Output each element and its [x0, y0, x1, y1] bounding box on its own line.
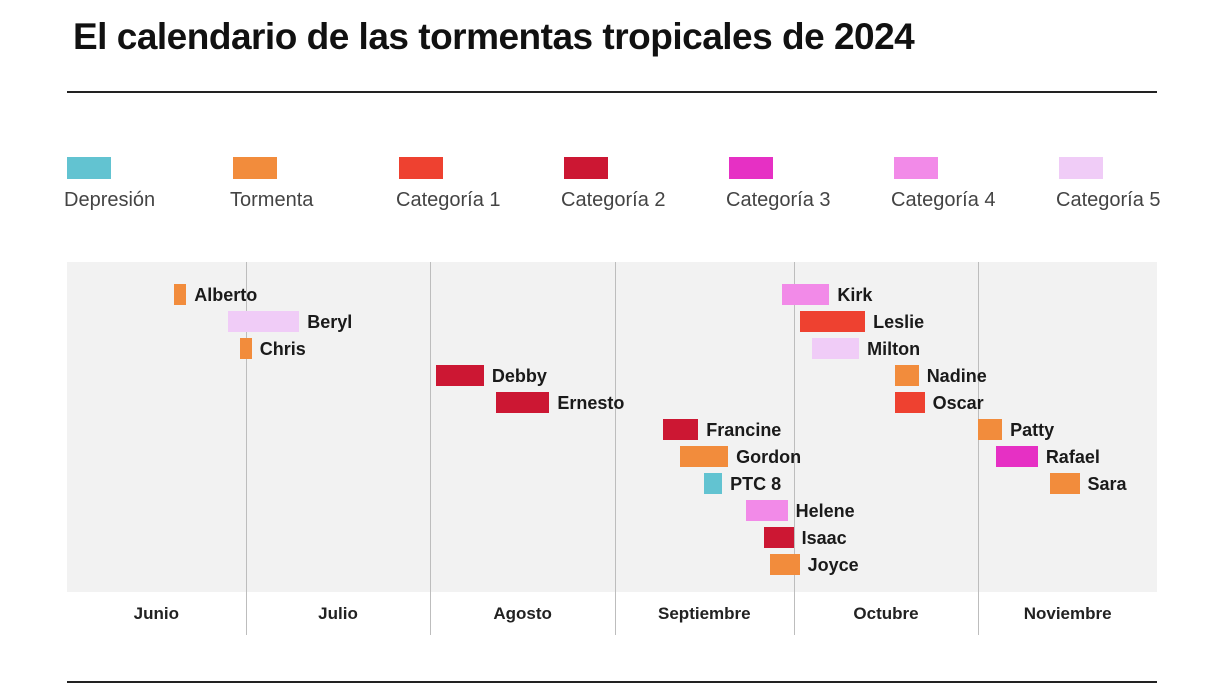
top-rule — [67, 91, 1157, 93]
storm-bar — [811, 338, 860, 359]
storm-label: Joyce — [807, 555, 859, 575]
storm-label: Kirk — [837, 285, 873, 305]
storm-bar — [239, 338, 252, 359]
month-gridline — [246, 262, 247, 635]
legend-swatch — [67, 157, 111, 179]
storm-label: Chris — [259, 339, 306, 359]
legend-swatch — [729, 157, 773, 179]
storm-label: Gordon — [736, 447, 802, 467]
legend-label: Categoría 4 — [891, 189, 996, 211]
storm-label: Oscar — [932, 393, 984, 413]
storm-label: Patty — [1010, 420, 1055, 440]
legend-label: Depresión — [64, 189, 156, 211]
storm-bar — [436, 365, 484, 386]
storm-bar — [704, 473, 723, 494]
storm-bar — [662, 419, 699, 440]
legend-item-c1: Categoría 1 — [396, 157, 501, 211]
month-label: Agosto — [493, 604, 552, 623]
month-label: Octubre — [853, 604, 919, 623]
legend-item-c4: Categoría 4 — [891, 157, 996, 211]
storm-label: Alberto — [194, 285, 258, 305]
storm-label: Helene — [795, 501, 855, 521]
legend-label: Categoría 2 — [561, 189, 666, 211]
storm-bar — [174, 284, 187, 305]
legend-item-tor: Tormenta — [230, 157, 313, 211]
storm-label: Rafael — [1045, 447, 1100, 467]
storm-bar — [799, 311, 866, 332]
storm-bar — [769, 554, 800, 575]
legend-label: Categoría 3 — [726, 189, 831, 211]
storm-bar — [227, 311, 300, 332]
storm-bar — [1049, 473, 1080, 494]
storm-label: Beryl — [307, 312, 353, 332]
legend-swatch — [233, 157, 277, 179]
legend-swatch — [399, 157, 443, 179]
storm-label: Ernesto — [557, 393, 625, 413]
storm-bar — [495, 392, 550, 413]
month-gridline — [794, 262, 795, 635]
chart-title: El calendario de las tormentas tropicale… — [73, 16, 915, 57]
legend-item-c3: Categoría 3 — [726, 157, 831, 211]
storm-bar — [894, 365, 919, 386]
storm-label: Milton — [867, 339, 921, 359]
legend-item-dep: Depresión — [64, 157, 155, 211]
month-label: Julio — [318, 604, 358, 623]
storm-bar — [763, 527, 794, 548]
storm-label: Sara — [1087, 474, 1127, 494]
storm-bar — [894, 392, 925, 413]
month-gridline — [615, 262, 616, 635]
storm-bar — [978, 419, 1003, 440]
month-label: Septiembre — [658, 604, 751, 623]
legend-label: Categoría 1 — [396, 189, 501, 211]
storm-label: PTC 8 — [730, 474, 782, 494]
legend-item-c5: Categoría 5 — [1056, 157, 1161, 211]
legend-swatch — [1059, 157, 1103, 179]
bottom-rule — [67, 681, 1157, 683]
legend-label: Categoría 5 — [1056, 189, 1161, 211]
legend-item-c2: Categoría 2 — [561, 157, 666, 211]
storm-label: Nadine — [926, 366, 987, 386]
legend-swatch — [894, 157, 938, 179]
storm-bar — [680, 446, 729, 467]
month-label: Junio — [133, 604, 180, 623]
legend-label: Tormenta — [230, 189, 314, 211]
storm-label: Leslie — [873, 312, 925, 332]
storm-label: Francine — [706, 420, 782, 440]
month-gridline — [430, 262, 431, 635]
storm-label: Isaac — [801, 528, 847, 548]
storm-bar — [781, 284, 830, 305]
storm-label: Debby — [491, 366, 547, 386]
storm-bar — [746, 500, 788, 521]
legend-swatch — [564, 157, 608, 179]
storm-bar — [996, 446, 1038, 467]
month-gridline — [978, 262, 979, 635]
month-label: Noviembre — [1023, 604, 1112, 623]
